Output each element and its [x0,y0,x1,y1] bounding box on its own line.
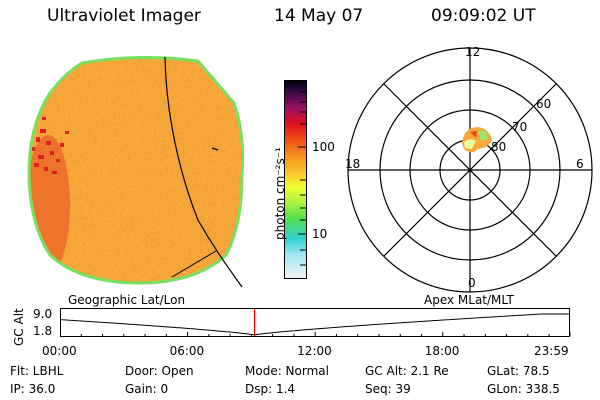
gc-alt-info: GC Alt: 2.1 Re [365,364,449,378]
mode-info: Mode: Normal [245,364,329,378]
disk-mark [211,147,219,151]
time-tick-label: 12:00 [297,344,332,358]
time-tick-label: 00:00 [42,344,77,358]
filter-info: Flt: LBHL [10,364,64,378]
polar-mlat-mlt-plot [347,47,593,293]
glon-info: GLon: 338.5 [487,382,560,396]
time-tick-label: 18:00 [424,344,460,358]
mlt-label-6: 6 [576,157,584,171]
time-tick-label: 23:59 [534,344,569,358]
disk-rim [27,55,245,285]
apex-label: Apex MLat/MLT [424,293,514,307]
auroral-blob [462,127,492,152]
hot-spots [30,117,69,174]
mlt-label-18: 18 [345,157,361,171]
altitude-timeline [60,308,571,337]
orbit-track-line [171,250,217,278]
seq-info: Seq: 39 [365,382,411,396]
app-title: Ultraviolet Imager [47,6,201,26]
terminator-line [164,56,243,288]
date-label: 14 May 07 [274,6,364,26]
colorbar-unit-label: photon cm⁻²s⁻¹ [273,147,287,240]
mlt-label-12: 12 [465,45,481,59]
colorbar-tick-100: 100 [312,140,335,154]
mlat-label-80: 80 [491,140,507,154]
earth-disk-image [27,55,245,288]
mlat-label-60: 60 [536,97,552,111]
time-label: 09:09:02 UT [431,6,536,26]
time-tick-label: 06:00 [169,344,205,358]
color-scale-bar [284,80,307,279]
geographic-label: Geographic Lat/Lon [68,293,186,307]
ip-info: IP: 36.0 [10,382,56,396]
ytick-1-8: 1.8 [33,324,53,338]
door-info: Door: Open [125,364,194,378]
gain-info: Gain: 0 [125,382,169,396]
glat-info: GLat: 78.5 [487,364,550,378]
mlt-label-0: 0 [468,276,476,290]
ytick-9: 9.0 [33,307,53,321]
dsp-info: Dsp: 1.4 [245,382,296,396]
mlat-label-70: 70 [512,120,528,134]
colorbar-tick-10: 10 [312,227,328,241]
gc-alt-axis-label: GC Alt [12,308,26,346]
